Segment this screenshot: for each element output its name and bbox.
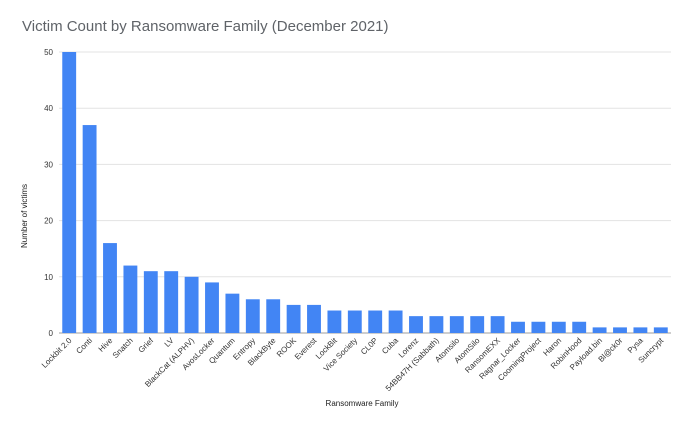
x-tick-label: Grief bbox=[137, 336, 156, 355]
x-tick-label: Conti bbox=[74, 336, 94, 356]
x-tick-label: Everest bbox=[293, 336, 319, 362]
x-axis-label: Ransomware Family bbox=[326, 399, 399, 408]
x-tick-label: Snatch bbox=[111, 336, 135, 360]
bar bbox=[225, 293, 240, 333]
bar bbox=[388, 310, 403, 333]
y-axis-label: Number of victims bbox=[20, 184, 29, 248]
bars bbox=[62, 52, 668, 333]
bar bbox=[653, 327, 668, 333]
bar bbox=[82, 125, 97, 333]
bar bbox=[103, 243, 117, 333]
bar bbox=[613, 327, 627, 333]
bar bbox=[551, 321, 566, 333]
y-tick-label: 0 bbox=[49, 329, 54, 338]
y-tick-label: 50 bbox=[44, 48, 53, 57]
y-axis-ticks: 0 10 20 30 40 50 bbox=[44, 48, 53, 338]
bar bbox=[164, 271, 179, 333]
bar bbox=[409, 316, 423, 333]
bar bbox=[205, 282, 219, 333]
x-tick-label: Lockbit 2.0 bbox=[40, 336, 74, 370]
bar bbox=[62, 52, 77, 333]
bar bbox=[511, 321, 525, 333]
x-tick-label: LV bbox=[163, 336, 176, 349]
bar bbox=[531, 321, 546, 333]
y-tick-label: 20 bbox=[44, 217, 53, 226]
bar bbox=[143, 271, 158, 333]
bar bbox=[123, 265, 138, 333]
chart-title: Victim Count by Ransomware Family (Decem… bbox=[22, 18, 389, 35]
gridlines bbox=[59, 51, 671, 334]
bar bbox=[266, 299, 281, 333]
bar bbox=[592, 327, 607, 333]
y-tick-label: 30 bbox=[44, 160, 53, 169]
bar bbox=[572, 321, 587, 333]
bar bbox=[286, 304, 301, 333]
x-tick-label: CL0P bbox=[359, 336, 380, 357]
bar bbox=[307, 304, 321, 333]
bar bbox=[429, 316, 444, 333]
y-tick-label: 40 bbox=[44, 104, 53, 113]
bar bbox=[368, 310, 383, 333]
bar bbox=[245, 299, 260, 333]
bar bbox=[490, 316, 505, 333]
bar bbox=[470, 316, 485, 333]
bar bbox=[327, 310, 342, 333]
bar bbox=[633, 327, 648, 333]
bar bbox=[184, 276, 199, 333]
bar bbox=[449, 316, 464, 333]
bar bbox=[347, 310, 362, 333]
y-tick-label: 10 bbox=[44, 273, 53, 282]
